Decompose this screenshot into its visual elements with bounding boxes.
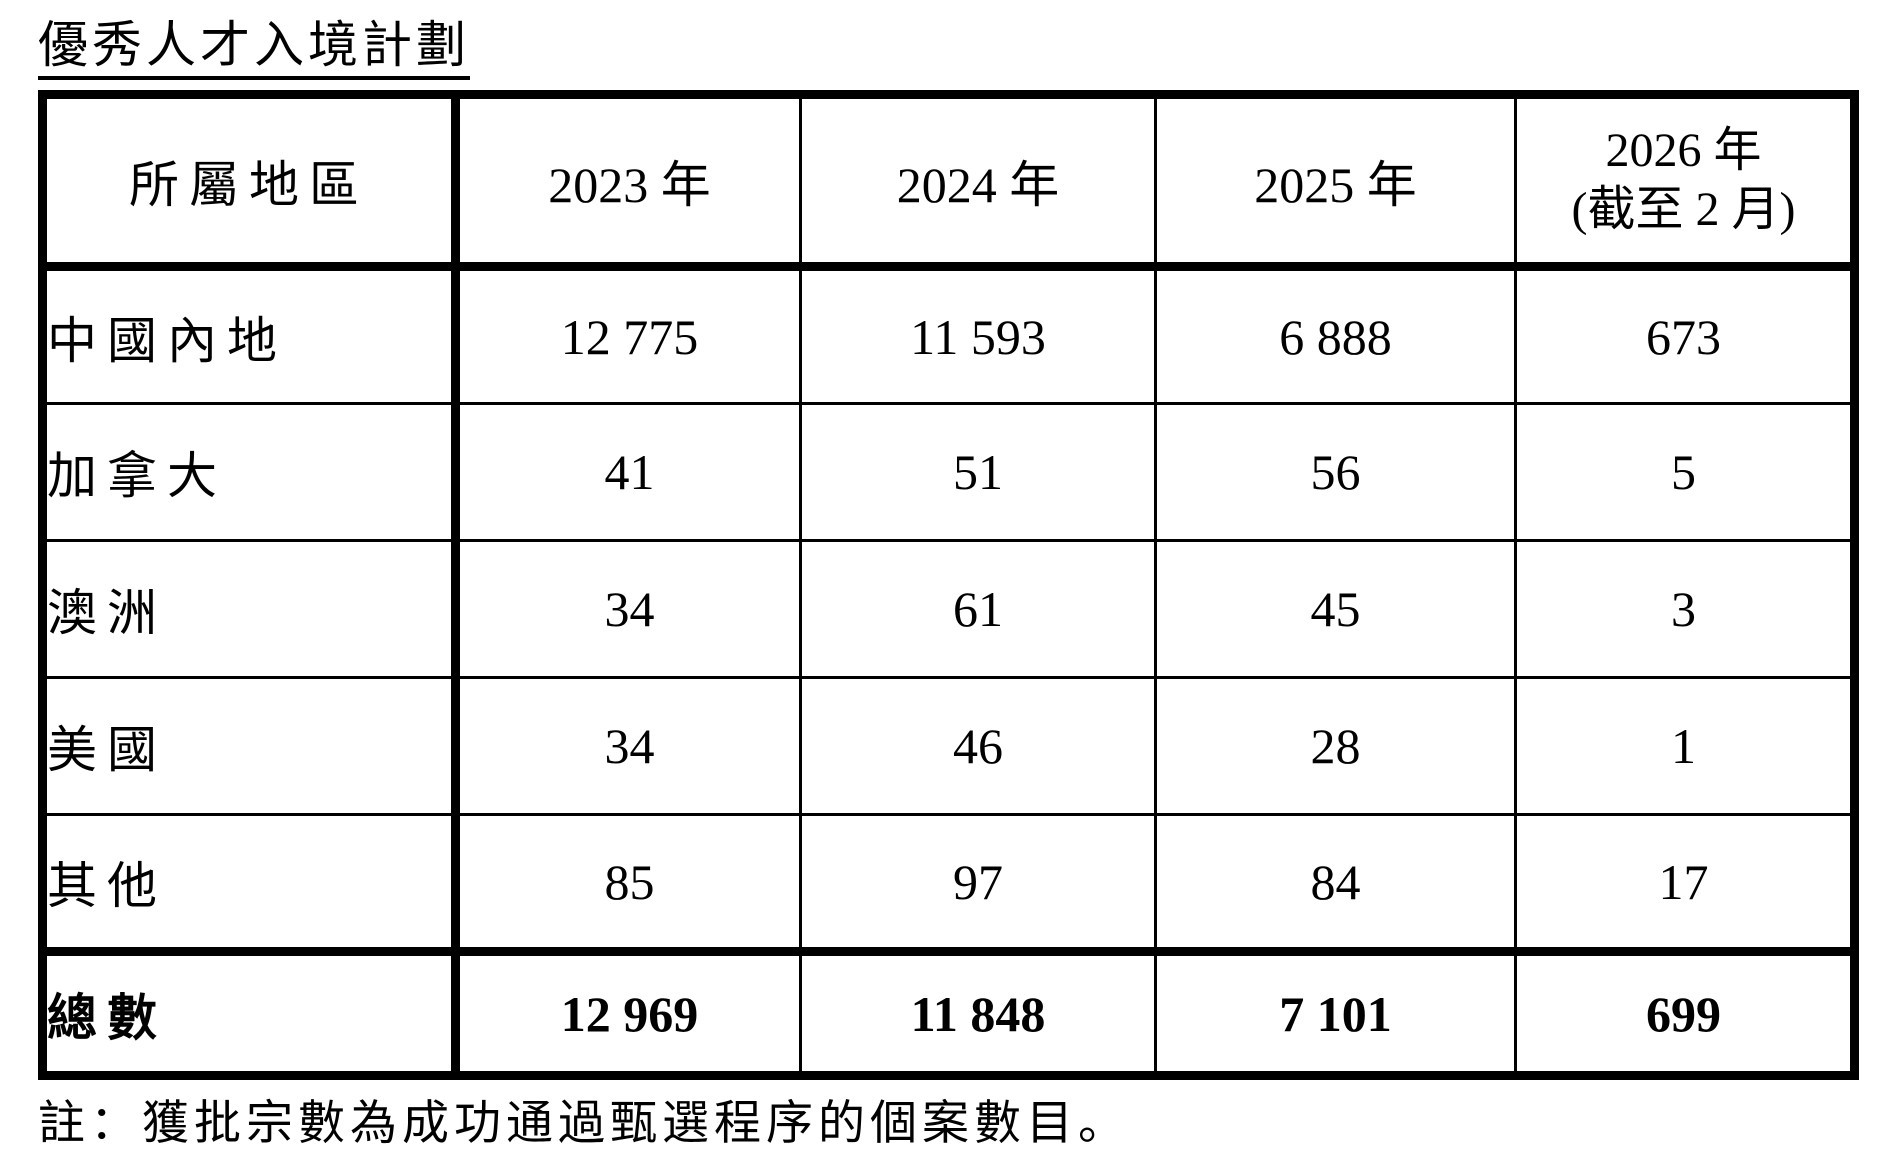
total-value-cell: 699 (1514, 947, 1856, 1077)
value-cell: 673 (1514, 265, 1856, 405)
value-cell: 51 (799, 402, 1157, 542)
value-cell: 12 775 (454, 265, 802, 405)
value-cell: 34 (454, 539, 802, 679)
value-cell: 56 (1154, 402, 1517, 542)
col-header-2026: 2026 年 (截至 2 月) (1514, 93, 1856, 271)
table-total-row: 總數 12 969 11 848 7 101 699 (41, 947, 1856, 1077)
table-row-mainland: 中國內地 12 775 11 593 6 888 673 (41, 265, 1856, 405)
value-cell: 28 (1154, 676, 1517, 816)
region-cell: 其他 (41, 813, 460, 953)
value-cell: 6 888 (1154, 265, 1517, 405)
table-header: 所屬地區 2023 年 2024 年 2025 年 2026 年 (截至 2 月… (41, 93, 1856, 271)
table-row-usa: 美國 34 46 28 1 (41, 676, 1856, 816)
col-header-2025: 2025 年 (1154, 93, 1517, 271)
table-row-australia: 澳洲 34 61 45 3 (41, 539, 1856, 679)
table-row-others: 其他 85 97 84 17 (41, 813, 1856, 953)
value-cell: 3 (1514, 539, 1856, 679)
value-cell: 45 (1154, 539, 1517, 679)
region-cell: 澳洲 (41, 539, 460, 679)
table-body: 中國內地 12 775 11 593 6 888 673 加拿大 41 51 5… (41, 265, 1856, 1077)
value-cell: 97 (799, 813, 1157, 953)
value-cell: 46 (799, 676, 1157, 816)
page-title: 優秀人才入境計劃 (38, 18, 470, 80)
value-cell: 34 (454, 676, 802, 816)
header-row: 所屬地區 2023 年 2024 年 2025 年 2026 年 (截至 2 月… (41, 93, 1856, 271)
col-header-2026-cutoff: (截至 2 月) (1571, 182, 1796, 236)
col-header-2026-year: 2026 年 (1605, 123, 1762, 177)
total-value-cell: 7 101 (1154, 947, 1517, 1077)
value-cell: 5 (1514, 402, 1856, 542)
region-cell: 加拿大 (41, 402, 460, 542)
footnote: 註：獲批宗數為成功通過甄選程序的個案數目。 (38, 1098, 1130, 1150)
value-cell: 1 (1514, 676, 1856, 816)
value-cell: 17 (1514, 813, 1856, 953)
total-value-cell: 12 969 (454, 947, 802, 1077)
table-row-canada: 加拿大 41 51 56 5 (41, 402, 1856, 542)
col-header-2024: 2024 年 (799, 93, 1157, 271)
value-cell: 11 593 (799, 265, 1157, 405)
total-label-cell: 總數 (41, 947, 460, 1077)
col-header-region: 所屬地區 (41, 93, 460, 271)
col-header-2023: 2023 年 (454, 93, 802, 271)
value-cell: 85 (454, 813, 802, 953)
region-cell: 中國內地 (41, 265, 460, 405)
value-cell: 84 (1154, 813, 1517, 953)
value-cell: 41 (454, 402, 802, 542)
value-cell: 61 (799, 539, 1157, 679)
region-cell: 美國 (41, 676, 460, 816)
total-value-cell: 11 848 (799, 947, 1157, 1077)
quality-migrant-scheme-table: 所屬地區 2023 年 2024 年 2025 年 2026 年 (截至 2 月… (38, 90, 1859, 1080)
